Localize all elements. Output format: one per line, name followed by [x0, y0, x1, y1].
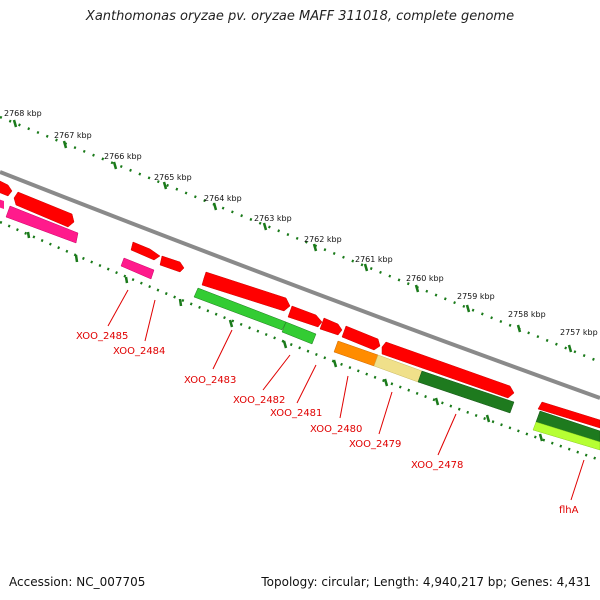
gene-label[interactable]: XOO_2479 [349, 439, 401, 450]
tick-label: 2767 kbp [54, 131, 92, 140]
gene-feature[interactable] [193, 287, 287, 331]
gene-label[interactable]: flhA [559, 505, 579, 516]
tick-label: 2762 kbp [304, 235, 342, 244]
tick-label: 2759 kbp [457, 292, 495, 301]
forward-cds-track [0, 180, 600, 429]
gene-feature[interactable] [537, 401, 600, 429]
gene-feature[interactable] [417, 370, 515, 414]
reverse-cds-track [0, 199, 600, 451]
tick-labels: 2768 kbp 2767 kbp 2766 kbp 2765 kbp 2764… [4, 109, 598, 337]
map-title: Xanthomonas oryzae pv. oryzae MAFF 31101… [85, 9, 515, 24]
gene-feature[interactable] [319, 317, 343, 336]
gene-feature[interactable] [535, 410, 600, 443]
gene-label[interactable]: XOO_2485 [76, 331, 128, 342]
tick-label: 2760 kbp [406, 274, 444, 283]
gene-label[interactable]: XOO_2478 [411, 460, 463, 471]
accession-text: Accession: NC_007705 [9, 575, 146, 589]
gene-feature[interactable] [281, 321, 317, 345]
gene-labels: XOO_2485 XOO_2484 XOO_2483 XOO_2482 XOO_… [76, 331, 579, 516]
gene-feature[interactable] [0, 180, 13, 197]
gene-label[interactable]: XOO_2483 [184, 375, 236, 386]
gene-feature[interactable] [201, 271, 291, 312]
gene-feature[interactable] [532, 421, 600, 451]
tick-label: 2766 kbp [104, 152, 142, 161]
tick-label: 2768 kbp [4, 109, 42, 118]
gene-leader-lines [107, 289, 585, 501]
gene-feature[interactable] [13, 191, 75, 228]
gene-feature[interactable] [159, 255, 185, 273]
outer-major-ticks [12, 119, 573, 353]
tick-label: 2761 kbp [355, 255, 393, 264]
gene-feature[interactable] [5, 205, 79, 244]
genome-backbone [0, 170, 600, 400]
inner-major-ticks [26, 231, 544, 442]
gene-feature[interactable] [287, 305, 323, 328]
tick-label: 2764 kbp [204, 194, 242, 203]
tick-label: 2763 kbp [254, 214, 292, 223]
gene-feature[interactable] [0, 199, 4, 209]
gene-label[interactable]: XOO_2481 [270, 408, 322, 419]
outer-scale-arc [0, 115, 600, 364]
tick-label: 2758 kbp [508, 310, 546, 319]
gene-label[interactable]: XOO_2484 [113, 346, 165, 357]
tick-label: 2765 kbp [154, 173, 192, 182]
gene-feature[interactable] [341, 325, 381, 351]
gene-feature[interactable] [381, 341, 515, 399]
gene-feature[interactable] [130, 241, 161, 261]
gene-label[interactable]: XOO_2482 [233, 395, 285, 406]
inner-scale-arc [0, 220, 600, 462]
tick-label: 2757 kbp [560, 328, 598, 337]
gene-feature[interactable] [120, 257, 155, 280]
gene-label[interactable]: XOO_2480 [310, 424, 362, 435]
genome-summary-text: Topology: circular; Length: 4,940,217 bp… [261, 575, 591, 589]
